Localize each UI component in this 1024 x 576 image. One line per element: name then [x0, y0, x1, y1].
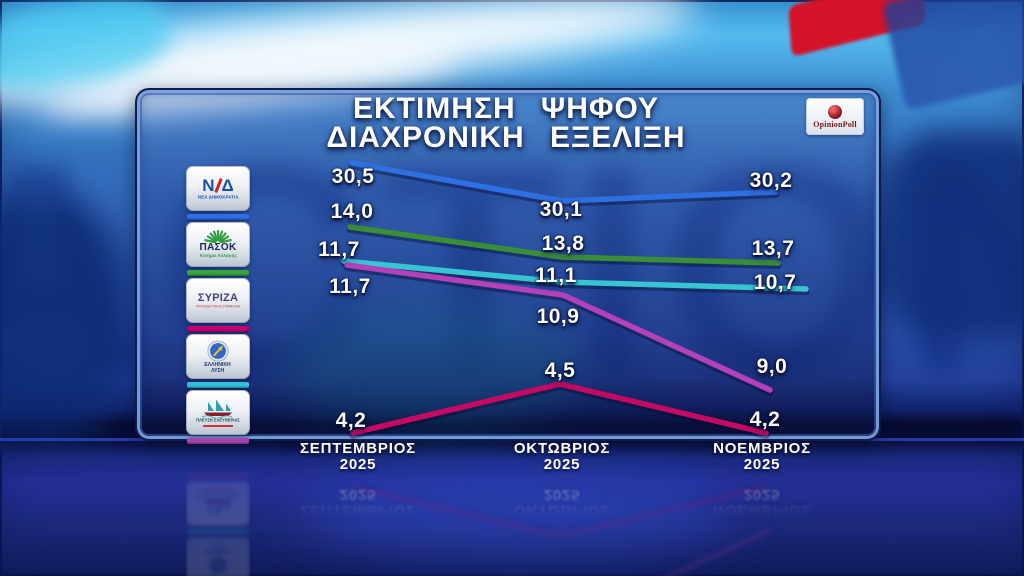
data-label-ΣΥΡΙΖΑ-2: 4,2 — [749, 408, 781, 431]
background-watermark: ACTION — [0, 100, 1024, 436]
background-red-shape — [788, 0, 926, 58]
data-label-ΝΕΑ ΔΗΜΟΚΡΑΤΙΑ-0: 30,5 — [331, 165, 375, 188]
elliniki-lysi-logo: ΕΛΛΗΝΙΚΗ ΛΥΣΗ — [186, 537, 250, 576]
plefsi-color-bar — [187, 472, 249, 478]
data-label-ΣΥΡΙΖΑ-1: 4,5 — [544, 359, 576, 382]
pasok-logo: ΠΑΣΟΚ Κίνημα Αλλαγής — [186, 222, 250, 267]
data-label-ΠΑΣΟΚ-2: 13,7 — [751, 237, 795, 260]
background-dark-shape — [881, 0, 1024, 111]
months-reflection: ΣΕΠΤΕΜΒΡΙΟΣ 2025 ΟΚΤΩΒΡΙΟΣ 2025 ΝΟΕΜΒΡΙΟ… — [0, 482, 1024, 519]
syriza-logo: ΣΥΡΙΖΑ ΠΡΟΟΔΕΥΤΙΚΗ ΣΥΜΜΑΧΙΑ — [186, 278, 250, 323]
background-glow — [300, 468, 730, 558]
syriza-color-bar — [187, 326, 249, 332]
elliniki-lysi-caption-line2: ΛΥΣΗ — [211, 542, 225, 549]
data-label-ΠΛΕΥΣΗ ΕΛΕΥΘΕΡΙΑΣ-0: 11,7 — [329, 275, 371, 298]
trend-line-ΣΥΡΙΖΑ — [350, 381, 769, 436]
background-blob — [880, 130, 1024, 340]
plefsi-eleftherias-logo: ΠΛΕΥΣΗ ΕΛΕΥΘΕΡΙΑΣ — [186, 481, 250, 526]
elliniki-lysi-color-bar — [187, 382, 249, 388]
nd-color-bar — [187, 214, 249, 220]
x-axis-months: ΣΕΠΤΕΜΒΡΙΟΣ 2025 ΟΚΤΩΒΡΙΟΣ 2025 ΝΟΕΜΒΡΙΟ… — [0, 441, 1024, 477]
title-line-2: ΔΙΑΧΡΟΝΙΚΗ ΕΞΕΛΙΞΗ — [326, 121, 686, 154]
plefsi-ship-icon — [201, 498, 233, 517]
month-november: ΝΟΕΜΒΡΙΟΣ 2025 — [713, 486, 811, 519]
opinionpoll-sphere-icon — [828, 104, 842, 119]
pasok-sunburst-icon — [204, 230, 232, 243]
plefsi-color-bar — [187, 438, 249, 444]
trend-line-ΕΛΛΗΝΙΚΗ ΛΥΣΗ — [341, 258, 809, 292]
party-legend: Ν Δ ΝΕΑ ΔΗΜΟΚΡΑΤΙΑ ΠΑΣΟΚ Κίνημα Αλλαγής — [186, 166, 250, 446]
trend-line-ΣΥΡΙΖΑ — [353, 487, 766, 536]
line-shadow — [348, 162, 780, 207]
line-shadow — [346, 226, 782, 269]
nea-dimokratia-logo: Ν Δ ΝΕΑ ΔΗΜΟΚΡΑΤΙΑ — [186, 166, 250, 211]
plefsi-caption: ΠΛΕΥΣΗ ΕΛΕΥΘΕΡΙΑΣ — [196, 418, 240, 424]
plefsi-red-underline — [203, 489, 233, 491]
data-label-ΕΛΛΗΝΙΚΗ ΛΥΣΗ-1: 11,1 — [535, 264, 577, 287]
syriza-caption: ΠΡΟΟΔΕΥΤΙΚΗ ΣΥΜΜΑΧΙΑ — [195, 304, 241, 309]
data-label-ΠΛΕΥΣΗ ΕΛΕΥΘΕΡΙΑΣ-2: 9,0 — [756, 355, 788, 378]
elliniki-lysi-compass-icon — [207, 554, 229, 576]
data-label-ΝΕΑ ΔΗΜΟΚΡΑΤΙΑ-1: 30,1 — [539, 198, 583, 221]
page-title: ΕΚΤΙΜΗΣΗ ΨΗΦΟΥ ΔΙΑΧΡΟΝΙΚΗ ΕΞΕΛΙΞΗ — [135, 92, 877, 154]
plefsi-caption: ΠΛΕΥΣΗ ΕΛΕΥΘΕΡΙΑΣ — [196, 492, 240, 498]
month-september: ΣΕΠΤΕΜΒΡΙΟΣ 2025 — [300, 440, 416, 473]
lines-reflection — [0, 344, 1024, 576]
data-label-ΣΥΡΙΖΑ-0: 4,2 — [335, 409, 367, 432]
opinionpoll-logo: OpinionPoll — [806, 98, 864, 135]
trend-line-ΠΑΣΟΚ — [347, 224, 781, 266]
line-shadow — [347, 528, 770, 576]
elliniki-lysi-caption-line2: ΛΥΣΗ — [211, 367, 225, 374]
month-november: ΝΟΕΜΒΡΙΟΣ 2025 — [713, 440, 811, 473]
data-label-ΕΛΛΗΝΙΚΗ ΛΥΣΗ-2: 10,7 — [753, 271, 797, 294]
data-label-ΝΕΑ ΔΗΜΟΚΡΑΤΙΑ-2: 30,2 — [749, 169, 793, 192]
month-october: ΟΚΤΩΒΡΙΟΣ 2025 — [513, 486, 611, 519]
data-label-ΠΑΣΟΚ-0: 14,0 — [330, 200, 374, 223]
data-label-ΕΛΛΗΝΙΚΗ ΛΥΣΗ-0: 11,7 — [318, 238, 360, 261]
legend-reflection: Ν Δ ΝΕΑ ΔΗΜΟΚΡΑΤΙΑ ΠΑΣΟΚ Κίνημα Αλλαγής — [186, 470, 250, 576]
elliniki-lysi-caption-line1: ΕΛΛΗΝΙΚΗ — [204, 361, 232, 368]
elliniki-lysi-logo: ΕΛΛΗΝΙΚΗ ΛΥΣΗ — [186, 334, 250, 379]
month-october: ΟΚΤΩΒΡΙΟΣ 2025 — [513, 440, 611, 473]
pasok-caption: Κίνημα Αλλαγής — [199, 253, 237, 259]
nd-caption: ΝΕΑ ΔΗΜΟΚΡΑΤΙΑ — [197, 195, 239, 200]
line-shadow — [340, 260, 810, 295]
plefsi-red-underline — [203, 425, 233, 427]
line-shadow — [353, 485, 766, 534]
pasok-label: ΠΑΣΟΚ — [199, 242, 237, 253]
plefsi-eleftherias-logo: ΠΛΕΥΣΗ ΕΛΕΥΘΕΡΙΑΣ — [186, 390, 250, 435]
elliniki-lysi-caption-line1: ΕΛΛΗΝΙΚΗ — [204, 548, 232, 555]
elliniki-lysi-color-bar — [187, 528, 249, 534]
background-blob — [0, 200, 130, 440]
trend-line-ΠΛΕΥΣΗ ΕΛΕΥΘΕΡΙΑΣ — [347, 530, 770, 576]
data-label-ΠΛΕΥΣΗ ΕΛΕΥΘΕΡΙΑΣ-1: 10,9 — [536, 305, 580, 328]
data-label-ΠΑΣΟΚ-1: 13,8 — [541, 232, 585, 255]
nd-monogram: Ν Δ — [202, 175, 234, 195]
background-glow — [280, 300, 580, 430]
background-divider — [0, 438, 1024, 441]
line-shadow — [343, 264, 774, 396]
trend-line-ΠΛΕΥΣΗ ΕΛΕΥΘΕΡΙΑΣ — [344, 262, 773, 393]
line-shadow — [349, 383, 770, 439]
plefsi-ship-icon — [201, 399, 233, 418]
elliniki-lysi-compass-icon — [207, 339, 229, 362]
trend-line-ΝΕΑ ΔΗΜΟΚΡΑΤΙΑ — [349, 160, 779, 204]
pasok-color-bar — [187, 270, 249, 276]
poll-chart-panel — [135, 88, 881, 441]
opinionpoll-label: OpinionPoll — [813, 119, 857, 129]
title-line-1: ΕΚΤΙΜΗΣΗ ΨΗΦΟΥ — [352, 92, 660, 125]
background-cloud — [0, 0, 702, 124]
month-september: ΣΕΠΤΕΜΒΡΙΟΣ 2025 — [300, 486, 416, 519]
background-cloud — [38, 34, 462, 132]
background-cyan-shape — [0, 0, 176, 101]
nd-red-slash-icon — [213, 177, 223, 193]
syriza-label: ΣΥΡΙΖΑ — [197, 291, 239, 304]
